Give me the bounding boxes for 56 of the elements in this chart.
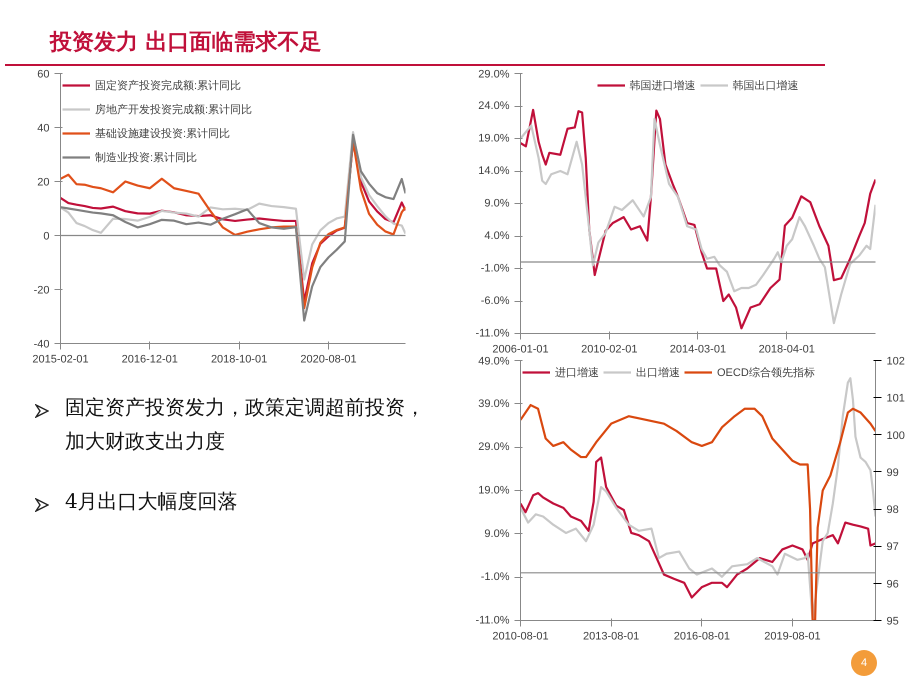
y-tick-label: 0 — [43, 230, 50, 242]
x-tick-label: 2020-08-01 — [300, 354, 357, 366]
legend-label: 出口增速 — [636, 366, 680, 380]
legend-label: 房地产开发投资完成额:累计同比 — [95, 102, 252, 116]
text: 固定资产投资发力，政策定调超前投资，加大财政支出力度 — [65, 394, 426, 455]
y-tick-label: 39.0% — [478, 398, 510, 410]
line-series — [520, 456, 876, 599]
y-tick-label: 9.0% — [484, 528, 510, 540]
y-tick-label: 40 — [37, 122, 50, 134]
legend-label: 固定资产投资完成额:累计同比 — [95, 78, 242, 92]
y-tick-label: 9.0% — [484, 198, 510, 210]
legend-label: OECD综合领先指标 — [717, 366, 815, 380]
y2-tick-label: 99 — [886, 466, 899, 479]
y-tick-label: 19.0% — [478, 132, 510, 144]
y-tick-label: 29.0% — [478, 441, 510, 454]
y2-tick-label: 95 — [886, 616, 899, 628]
x-tick-label: 2006-01-01 — [492, 344, 549, 356]
y-tick-label: -11.0% — [475, 328, 510, 340]
x-tick-label: 2019-08-01 — [764, 630, 821, 642]
x-tick-label: 2010-02-01 — [581, 344, 638, 356]
y2-tick-label: 100 — [886, 430, 905, 442]
x-tick-label: 2013-08-01 — [583, 630, 640, 642]
legend-label: 基础设施建设投资:累计同比 — [95, 126, 230, 140]
legend-label: 制造业投资:累计同比 — [95, 150, 198, 164]
text: 4 — [851, 650, 877, 676]
legend-label: 韩国进口增速 — [630, 78, 696, 92]
y-tick-label: 49.0% — [478, 356, 510, 368]
y2-tick-label: 101 — [886, 392, 905, 405]
y2-tick-label: 98 — [886, 504, 899, 516]
y2-tick-label: 102 — [886, 356, 905, 368]
x-tick-label: 2016-12-01 — [122, 354, 178, 366]
y-tick-label: -11.0% — [475, 614, 510, 626]
y-tick-label: 29.0% — [478, 68, 510, 80]
y-tick-label: -6.0% — [480, 295, 510, 307]
y2-tick-label: 96 — [886, 578, 899, 590]
x-tick-label: 2014-03-01 — [670, 344, 726, 356]
y-tick-label: -1.0% — [480, 571, 510, 584]
legend-label: 进口增速 — [555, 366, 599, 380]
x-tick-label: 2018-10-01 — [210, 354, 268, 366]
y-tick-label: 19.0% — [478, 484, 510, 496]
y-tick-label: 60 — [37, 68, 50, 80]
y-tick-label: -40 — [34, 338, 50, 350]
y-tick-label: 20 — [37, 176, 50, 188]
y2-tick-label: 97 — [886, 541, 899, 554]
y-tick-label: 4.0% — [484, 230, 510, 242]
y-tick-label: 14.0% — [478, 165, 510, 177]
y-tick-label: -1.0% — [480, 262, 510, 274]
y-tick-label: -20 — [34, 284, 50, 296]
legend-label: 韩国出口增速 — [732, 78, 798, 92]
x-tick-label: 2010-08-01 — [492, 630, 549, 642]
text: 投资发力 出口面临需求不足 — [5, 5, 825, 66]
x-tick-label: 2015-02-01 — [32, 354, 89, 366]
x-tick-label: 2016-08-01 — [674, 630, 730, 642]
y-tick-label: 24.0% — [478, 100, 510, 112]
text: 4月出口大幅度回落 — [65, 488, 238, 515]
x-tick-label: 2018-04-01 — [758, 344, 815, 356]
